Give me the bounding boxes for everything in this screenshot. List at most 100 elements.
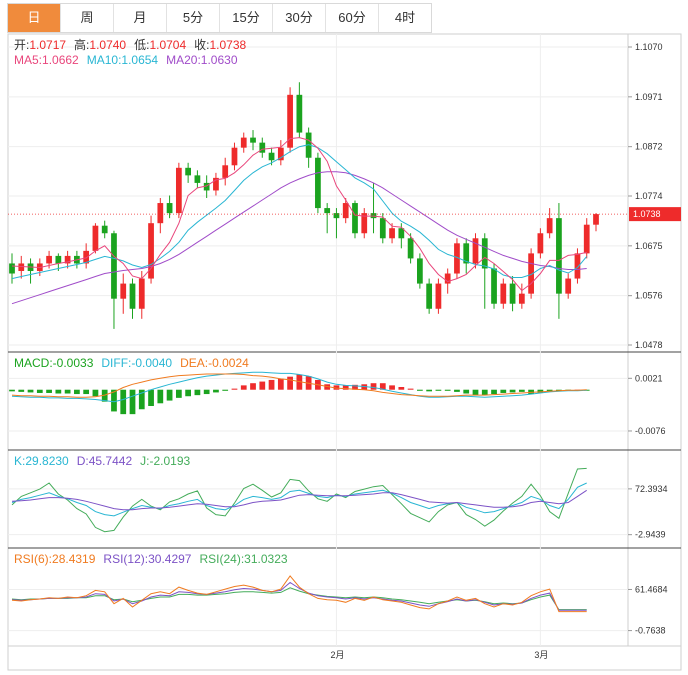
candle-body xyxy=(324,208,331,214)
candle-body xyxy=(129,283,136,309)
candle-body xyxy=(546,218,553,234)
macd-bar xyxy=(9,389,15,392)
candle-body xyxy=(315,157,321,209)
macd-bar xyxy=(46,389,52,393)
tab-4[interactable]: 15分 xyxy=(220,4,273,32)
candle-body xyxy=(92,225,99,251)
macd-bar xyxy=(120,389,127,415)
macd-bar xyxy=(166,389,173,401)
candle-body xyxy=(287,94,293,148)
candle-body xyxy=(593,214,599,225)
tab-1[interactable]: 周 xyxy=(61,4,114,32)
macd-bar xyxy=(18,389,25,392)
candle-body xyxy=(175,167,182,214)
price-tick-label: 1.0675 xyxy=(635,241,663,251)
macd-bar xyxy=(157,389,164,404)
candlestick-series xyxy=(9,82,599,329)
macd-tick-label: 0.0021 xyxy=(635,373,663,383)
macd-bar xyxy=(389,385,395,390)
candle-body xyxy=(231,147,238,166)
candle-body xyxy=(518,293,525,304)
macd-bar xyxy=(454,389,460,392)
tab-6[interactable]: 60分 xyxy=(326,4,379,32)
macd-bar xyxy=(175,389,182,398)
tab-0[interactable]: 日 xyxy=(8,4,61,32)
candle-body xyxy=(222,165,229,178)
tab-3[interactable]: 5分 xyxy=(167,4,220,32)
price-tick-label: 1.1070 xyxy=(635,42,663,52)
macd-bar xyxy=(416,389,423,391)
candle-body xyxy=(565,278,572,294)
dea-line xyxy=(11,373,587,398)
candle-body xyxy=(120,283,127,299)
tab-2[interactable]: 月 xyxy=(114,4,167,32)
macd-bar xyxy=(129,389,136,415)
candle-body xyxy=(583,224,590,254)
macd-bar xyxy=(370,383,377,390)
tab-5[interactable]: 30分 xyxy=(273,4,326,32)
macd-bar xyxy=(398,387,405,390)
ma5-line xyxy=(11,137,587,292)
macd-bar xyxy=(55,389,62,394)
macd-bar xyxy=(36,389,43,393)
price-tick-label: 1.0872 xyxy=(635,142,663,152)
macd-bar xyxy=(296,374,303,390)
rsi-tick-label: 61.4684 xyxy=(635,584,668,594)
candle-body xyxy=(64,255,71,264)
candle-body xyxy=(296,94,303,133)
macd-bar xyxy=(240,385,247,390)
macd-bar xyxy=(148,389,154,406)
macd-bar xyxy=(83,389,90,395)
macd-bar xyxy=(250,383,256,390)
candle-body xyxy=(537,233,544,254)
candle-body xyxy=(509,283,516,304)
price-tick-label: 1.0478 xyxy=(635,340,663,350)
tab-7[interactable]: 4时 xyxy=(394,10,416,25)
legend-macd: MACD:-0.0033 DIFF:-0.0040 DEA:-0.0024 xyxy=(14,356,249,370)
macd-bar xyxy=(472,389,479,396)
ma10-line xyxy=(11,144,588,280)
candle-body xyxy=(55,255,62,264)
candle-body xyxy=(463,243,470,264)
macd-bar xyxy=(556,389,562,391)
macd-bar xyxy=(463,389,470,394)
macd-bar xyxy=(361,384,368,390)
macd-bar xyxy=(287,376,293,390)
candle-body xyxy=(454,243,460,274)
candle-body xyxy=(398,228,405,239)
macd-bar xyxy=(546,389,553,392)
candle-body xyxy=(166,203,173,214)
candle-body xyxy=(185,167,192,176)
candle-body xyxy=(416,258,423,284)
macd-bar xyxy=(111,389,117,412)
macd-bar xyxy=(426,389,433,392)
candle-body xyxy=(148,223,154,279)
legend-kdj: K:29.8230 D:45.7442 J:-2.0193 xyxy=(14,454,190,468)
current-price-tag xyxy=(629,207,681,222)
legend-ohlc: 开:1.0717 高:1.0740 低:1.0704 收:1.0738 xyxy=(14,37,247,52)
rsi6-line xyxy=(11,575,587,613)
candle-body xyxy=(342,203,349,219)
candle-body xyxy=(111,233,117,299)
candle-body xyxy=(500,283,507,304)
candle-body xyxy=(444,273,451,284)
candle-body xyxy=(574,253,581,279)
candle-body xyxy=(435,283,442,309)
macd-bar xyxy=(491,389,497,395)
candle-body xyxy=(46,255,52,264)
macd-bar xyxy=(185,389,192,397)
candle-body xyxy=(194,175,201,183)
candle-body xyxy=(18,263,25,272)
macd-bar xyxy=(277,378,284,390)
macd-bar xyxy=(101,389,108,402)
candle-body xyxy=(83,250,90,264)
candle-body xyxy=(268,152,275,161)
macd-bar xyxy=(528,389,534,395)
macd-bar xyxy=(444,389,451,391)
legend-rsi: RSI(6):28.4319 RSI(12):30.4297 RSI(24):31.… xyxy=(14,552,288,566)
macd-bar xyxy=(537,389,544,393)
macd-bar xyxy=(222,389,229,391)
macd-bar xyxy=(138,389,145,410)
macd-bar xyxy=(92,389,99,397)
macd-bar xyxy=(509,389,516,393)
